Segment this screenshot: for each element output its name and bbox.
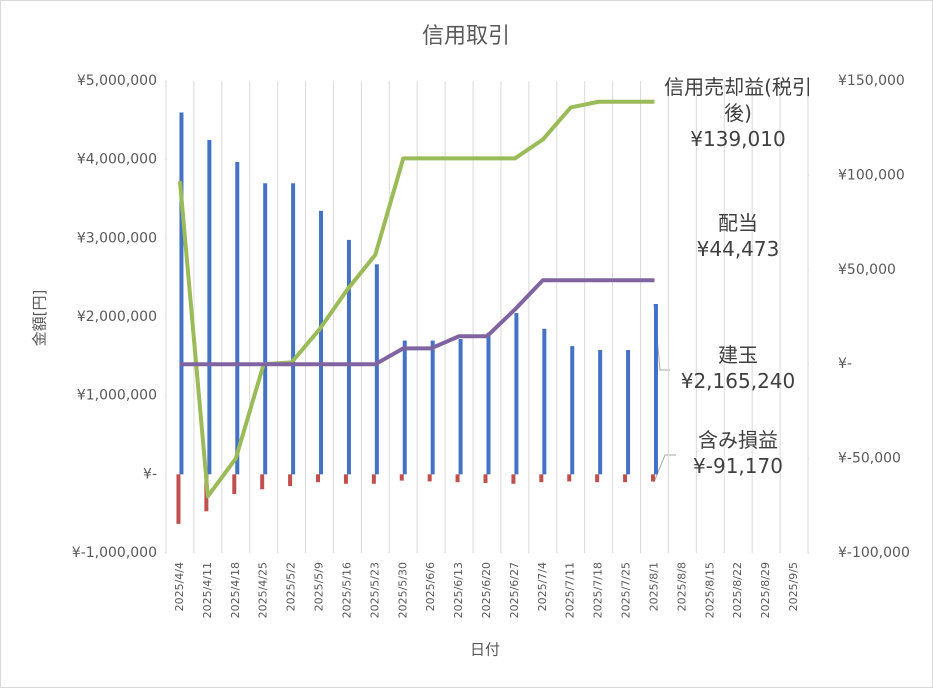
bar [598,350,603,475]
y-tick-label: ¥4,000,000 [77,152,157,168]
x-tick-label: 2025/6/27 [508,562,521,618]
bar [623,474,628,483]
x-tick-label: 2025/5/2 [285,562,298,611]
bar [343,474,348,484]
y2-tick-label: ¥50,000 [838,262,896,278]
x-tick-label: 2025/4/4 [173,562,186,611]
data-label: ¥139,010 [690,127,786,151]
annotation-name: 建玉 [718,343,758,367]
bar [319,210,324,475]
y-tick-label: ¥2,000,000 [77,309,157,325]
x-tick-label: 2025/6/6 [424,562,437,611]
bar [402,340,407,475]
bar [291,183,296,475]
bar [260,474,265,490]
bar [567,474,572,482]
bar [542,328,547,475]
bar [458,339,463,475]
y2-tick-label: ¥150,000 [838,73,905,89]
annotation-name: 配当 [718,211,758,235]
bar [653,304,658,475]
y2-tick-label: ¥- [838,356,852,372]
x-tick-label: 2025/5/9 [313,562,326,611]
x-tick-label: 2025/7/18 [592,562,605,618]
x-tick-label: 2025/8/1 [647,562,660,611]
annotation: 建玉 ¥2,165,240 [658,342,818,394]
y2-tick-label: ¥-50,000 [838,451,901,467]
x-tick-label: 2025/5/16 [340,562,353,618]
x-tick-label: 2025/7/25 [620,562,633,618]
bar [263,183,268,475]
line [177,99,655,499]
chart-title: 信用取引 [422,24,510,49]
x-tick-label: 2025/7/11 [564,562,577,618]
y2-tick-label: ¥-100,000 [838,545,910,561]
annotation: 配当 ¥44,473 [658,210,818,262]
bar [176,474,181,524]
y-tick-label: ¥1,000,000 [77,388,157,404]
data-label: ¥44,473 [696,237,780,261]
bar [179,112,184,475]
x-tick-label: 2025/4/11 [201,562,214,618]
bar [207,140,212,475]
bar [650,474,655,482]
bar [486,332,491,475]
x-tick-label: 2025/8/22 [731,562,744,618]
bar [511,474,516,484]
x-tick-label: 2025/7/4 [536,562,549,611]
line [179,278,655,367]
y-tick-label: ¥-1,000,000 [72,545,157,561]
x-tick-label: 2025/5/30 [396,562,409,618]
x-tick-label: 2025/4/25 [257,562,270,618]
bar [288,474,293,487]
annotation: 含み損益 ¥-91,170 [658,427,818,479]
x-tick-label: 2025/8/15 [703,562,716,618]
annotation: 信用売却益(税引後) ¥139,010 [658,74,818,152]
x-tick-label: 2025/9/5 [787,562,800,611]
bar [570,346,575,475]
x-tick-label: 2025/6/20 [480,562,493,618]
data-label: ¥-91,170 [693,454,783,478]
y-tick-label: ¥5,000,000 [77,73,157,89]
bar [483,474,488,483]
bar [427,474,432,482]
y-tick-label: ¥3,000,000 [77,230,157,246]
bar [232,474,237,494]
x-tick-label: 2025/5/23 [368,562,381,618]
bar [514,313,519,475]
x-tick-label: 2025/4/18 [229,562,242,618]
y-tick-label: ¥- [143,466,157,482]
bar [371,474,376,484]
x-tick-label: 2025/8/29 [759,562,772,618]
y-axis-label: 金額[円] [31,290,49,347]
x-tick-label: 2025/6/13 [452,562,465,618]
bar [399,474,404,481]
bar [595,474,600,483]
y2-tick-label: ¥100,000 [838,167,905,183]
data-label: ¥2,165,240 [680,369,796,393]
bar [346,239,351,475]
bar [455,474,460,483]
annotation-name: 含み損益 [698,428,778,452]
bar [316,474,321,483]
annotation-name: 信用売却益(税引後) [664,75,812,125]
bar [626,350,631,475]
x-axis-label: 日付 [470,641,500,659]
bar [374,264,379,475]
x-tick-label: 2025/8/8 [675,562,688,611]
bar [539,474,544,483]
bar [235,162,240,475]
bar [430,340,435,475]
